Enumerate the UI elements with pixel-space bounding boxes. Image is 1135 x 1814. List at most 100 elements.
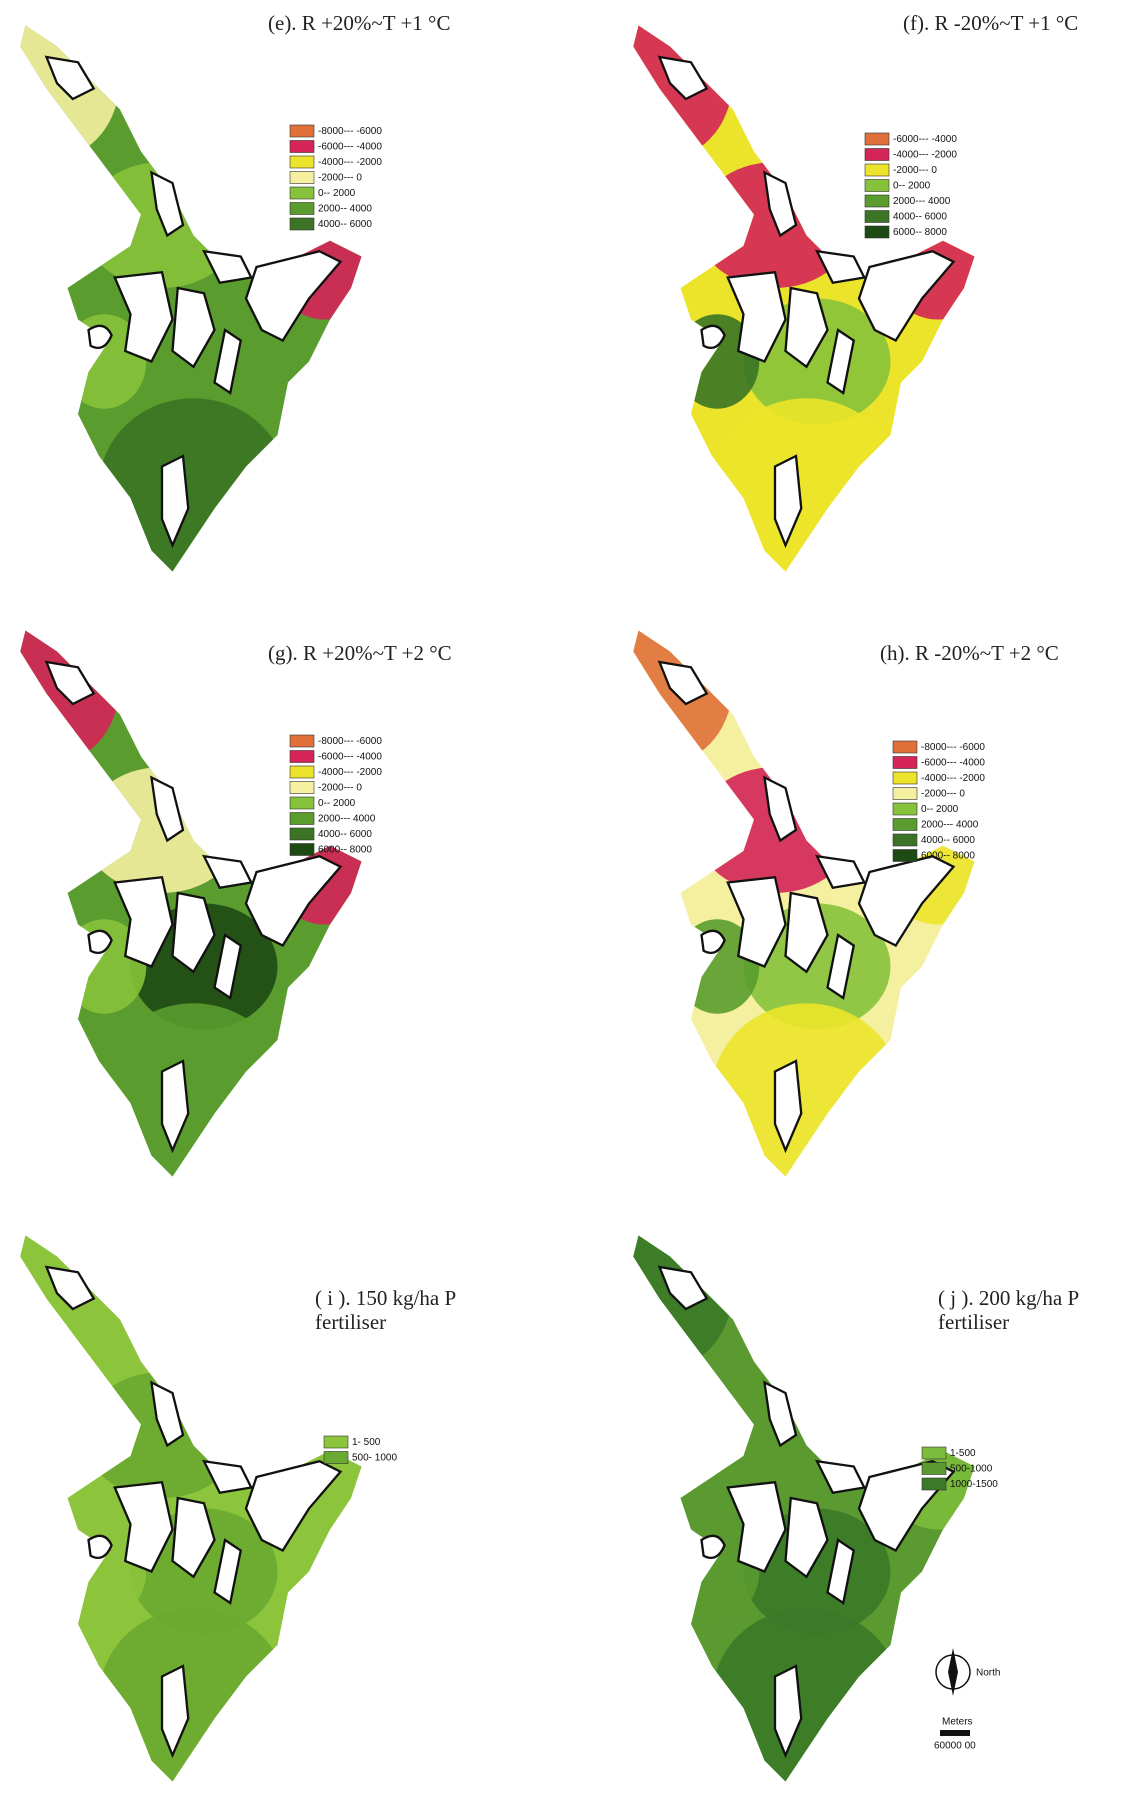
panel-title: (h). R -20%~T +2 °C xyxy=(880,641,1059,665)
legend-swatch xyxy=(290,125,314,137)
legend-label: -2000--- 0 xyxy=(318,783,362,794)
legend-label: 6000-- 8000 xyxy=(921,851,975,862)
legend-label: 1000-1500 xyxy=(950,1479,998,1490)
legend-label: -2000--- 0 xyxy=(921,789,965,800)
panel-title: (e). R +20%~T +1 °C xyxy=(268,11,450,35)
legend-swatch xyxy=(290,218,314,230)
legend-swatch xyxy=(290,797,314,809)
legend-swatch xyxy=(290,187,314,199)
panel-title: (f). R -20%~T +1 °C xyxy=(903,11,1078,35)
legend-swatch xyxy=(290,828,314,840)
legend-swatch xyxy=(290,751,314,763)
panel-title: (g). R +20%~T +2 °C xyxy=(268,641,452,665)
island-map xyxy=(607,0,985,577)
legend-swatch xyxy=(290,735,314,747)
zone xyxy=(99,1608,288,1787)
scale-bar: Meters 60000 00 xyxy=(934,1717,976,1752)
island-map xyxy=(607,604,985,1182)
island-map xyxy=(0,0,372,577)
legend-label: 0-- 2000 xyxy=(318,798,356,809)
legend-label: -6000--- -4000 xyxy=(921,758,985,769)
legend-swatch xyxy=(865,133,889,145)
zone xyxy=(99,398,288,577)
zone xyxy=(712,1608,901,1787)
legend-label: -2000--- 0 xyxy=(318,173,362,184)
legend-label: 1- 500 xyxy=(352,1437,381,1448)
panel-title: fertiliser xyxy=(938,1310,1009,1334)
legend-swatch xyxy=(290,813,314,825)
panels: (e). R +20%~T +1 °C -8000--- -6000 -6000--… xyxy=(0,0,1079,1787)
legend-swatch xyxy=(865,211,889,223)
legend-label: 4000-- 6000 xyxy=(893,212,947,223)
legend-label: 500- 1000 xyxy=(352,1453,397,1464)
legend-swatch xyxy=(893,741,917,753)
legend-swatch xyxy=(865,195,889,207)
legend-swatch xyxy=(893,757,917,769)
figure: (e). R +20%~T +1 °C -8000--- -6000 -6000--… xyxy=(0,0,1135,1814)
legend-swatch xyxy=(893,834,917,846)
map-panel: (g). R +20%~T +2 °C -8000--- -6000 -6000--… xyxy=(0,604,452,1182)
legend-label: -8000--- -6000 xyxy=(318,736,382,747)
legend-label: -2000--- 0 xyxy=(893,165,937,176)
legend-swatch xyxy=(865,149,889,161)
legend-label: 1-500 xyxy=(950,1448,976,1459)
legend-label: 6000-- 8000 xyxy=(318,845,372,856)
legend-swatch xyxy=(290,844,314,856)
legend-label: 4000-- 6000 xyxy=(318,829,372,840)
legend-swatch xyxy=(290,156,314,168)
map-panel: (e). R +20%~T +1 °C-8000--- -6000-6000--… xyxy=(0,0,450,577)
panel-title: fertiliser xyxy=(315,1310,386,1334)
legend-label: -4000--- -2000 xyxy=(318,767,382,778)
legend-swatch xyxy=(865,180,889,192)
legend-label: 2000--- 4000 xyxy=(921,820,979,831)
north-label: North xyxy=(976,1668,1000,1679)
legend-swatch xyxy=(290,782,314,794)
scale-value: 60000 00 xyxy=(934,1741,976,1752)
legend-label: 2000--- 4000 xyxy=(893,196,951,207)
legend-label: 2000--- 4000 xyxy=(318,814,376,825)
scale-label: Meters xyxy=(942,1717,973,1728)
legend-label: 0-- 2000 xyxy=(893,181,931,192)
legend-label: 500-1000 xyxy=(950,1464,993,1475)
legend-label: 4000-- 6000 xyxy=(921,835,975,846)
legend-label: -8000--- -6000 xyxy=(921,742,985,753)
island-map xyxy=(0,604,372,1182)
legend-label: -8000--- -6000 xyxy=(318,126,382,137)
legend-swatch xyxy=(893,819,917,831)
legend-label: -6000--- -4000 xyxy=(318,752,382,763)
island-map xyxy=(607,1209,985,1787)
legend-swatch xyxy=(893,788,917,800)
legend-swatch xyxy=(922,1463,946,1475)
legend-swatch xyxy=(290,172,314,184)
legend-label: 6000-- 8000 xyxy=(893,227,947,238)
legend-label: 0-- 2000 xyxy=(921,804,959,815)
legend-swatch xyxy=(893,850,917,862)
legend-label: 0-- 2000 xyxy=(318,188,356,199)
legend-label: 2000-- 4000 xyxy=(318,204,372,215)
legend-label: -4000--- -2000 xyxy=(893,150,957,161)
legend-swatch xyxy=(893,772,917,784)
legend-label: 4000-- 6000 xyxy=(318,219,372,230)
zone xyxy=(712,1003,901,1182)
legend-swatch xyxy=(865,226,889,238)
legend-swatch xyxy=(922,1447,946,1459)
zone xyxy=(99,1003,288,1182)
panel-title: ( i ). 150 kg/ha P xyxy=(315,1286,456,1310)
panel-title: ( j ). 200 kg/ha P xyxy=(938,1286,1079,1310)
scale-rect xyxy=(940,1730,970,1736)
legend-swatch xyxy=(324,1436,348,1448)
map-panel: (f). R -20%~T +1 °C -6000--- -4000 -4000--… xyxy=(607,0,1078,577)
legend-label: -6000--- -4000 xyxy=(893,134,957,145)
legend-swatch xyxy=(290,203,314,215)
zone xyxy=(712,398,901,577)
legend-swatch xyxy=(922,1478,946,1490)
legend-swatch xyxy=(290,141,314,153)
legend-swatch xyxy=(290,766,314,778)
north-arrow: North xyxy=(936,1648,1000,1696)
legend-label: -4000--- -2000 xyxy=(921,773,985,784)
map-panel: (h). R -20%~T +2 °C -8000--- -6000 -6000--… xyxy=(607,604,1059,1182)
legend-swatch xyxy=(865,164,889,176)
legend-label: -4000--- -2000 xyxy=(318,157,382,168)
